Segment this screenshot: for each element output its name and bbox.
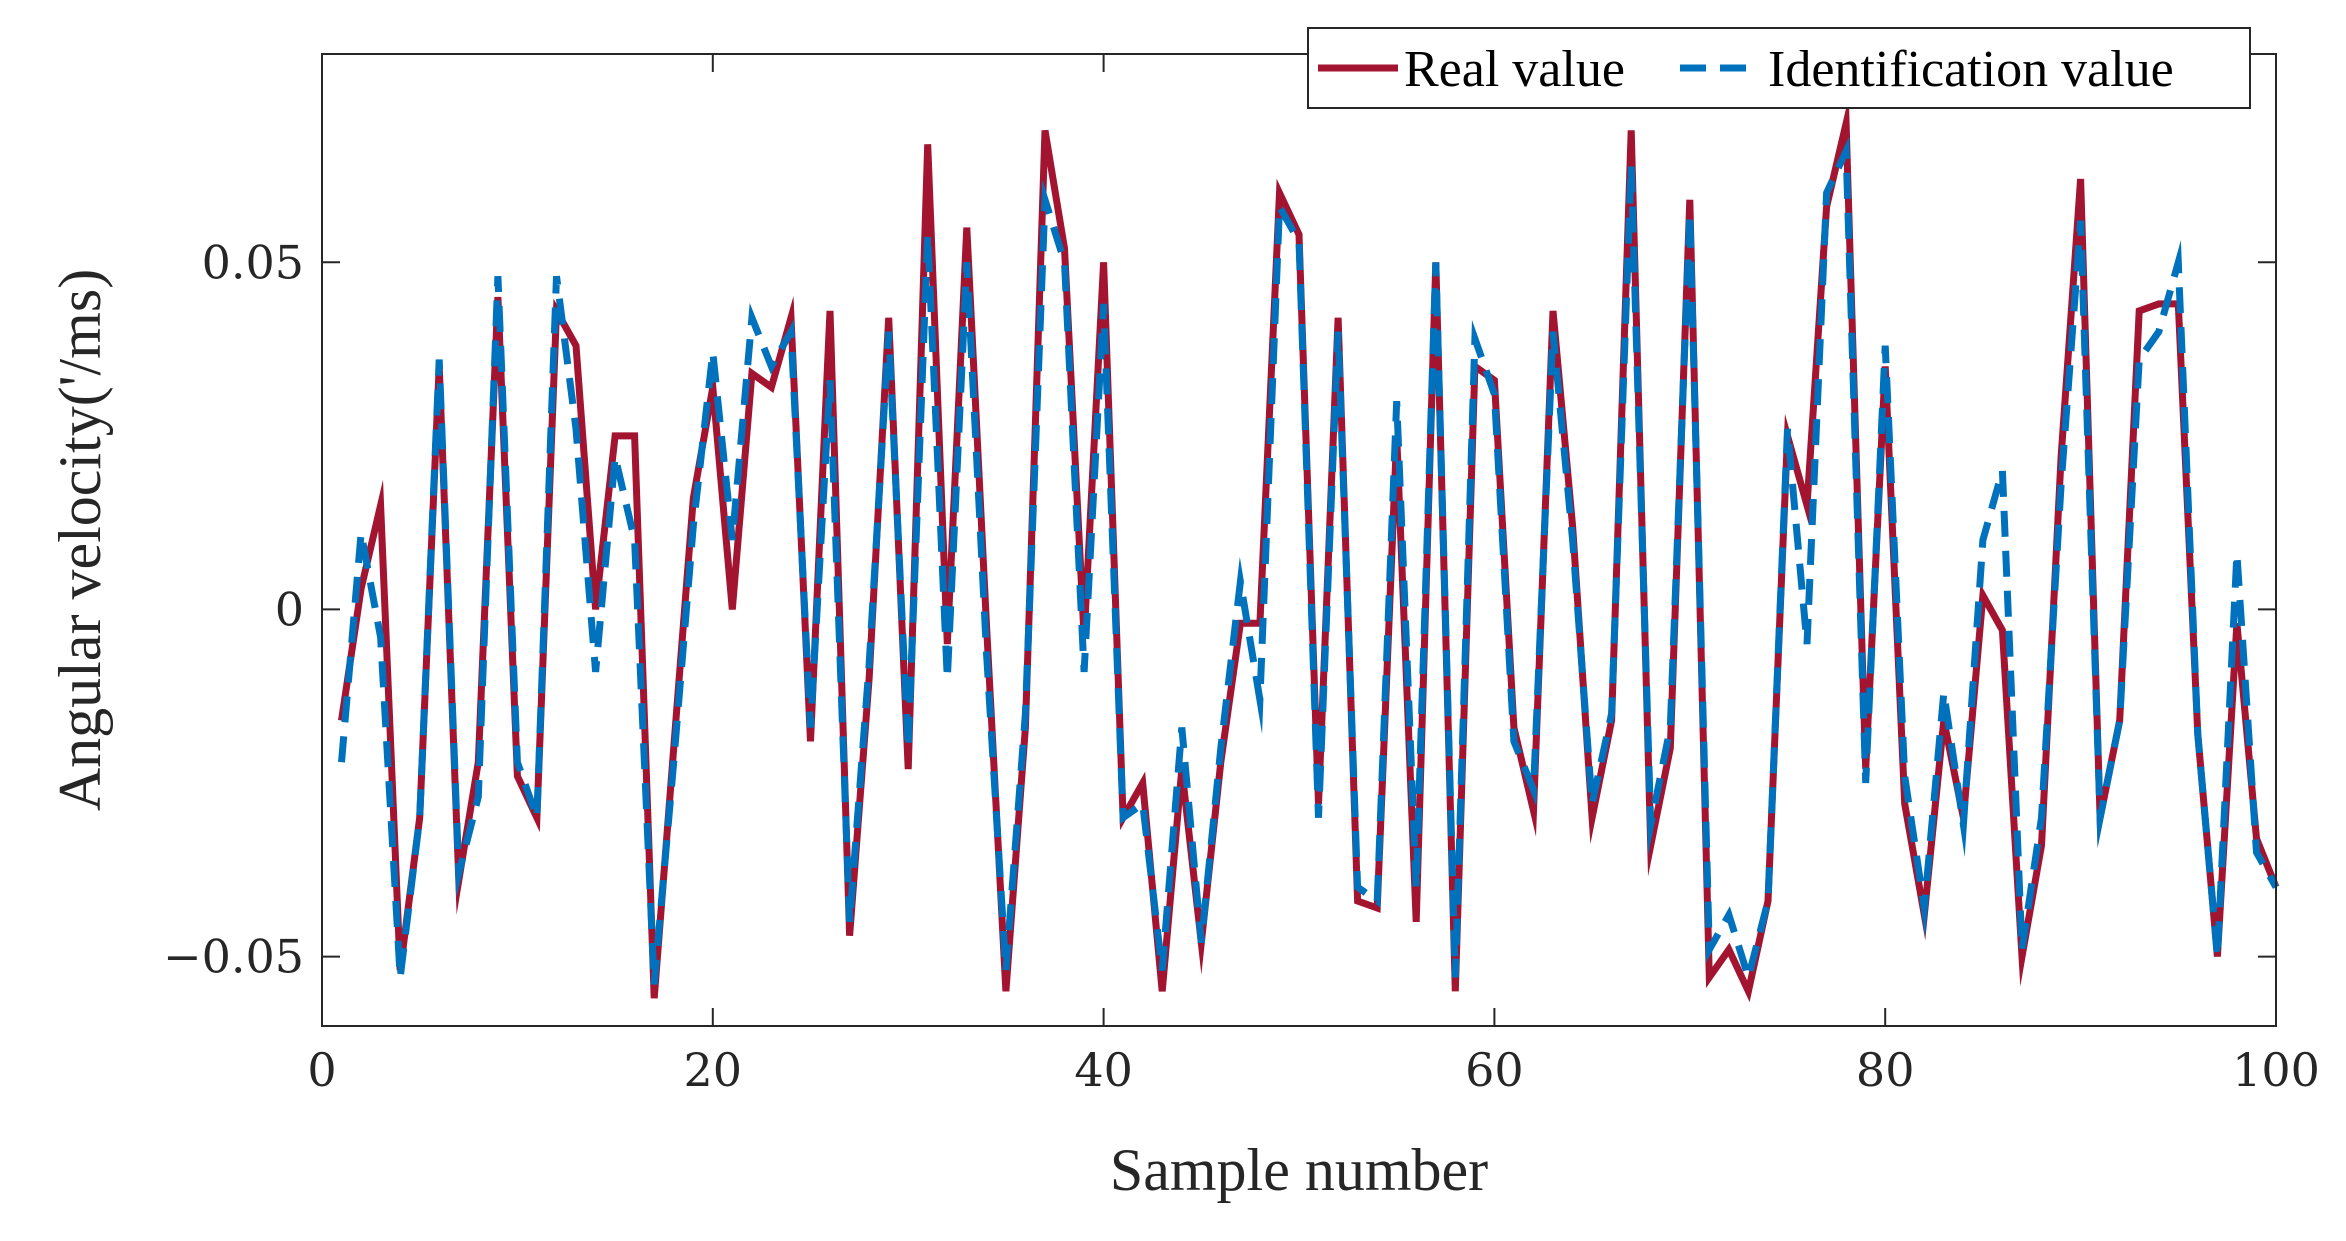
plot-frame bbox=[321, 53, 2277, 1027]
legend-label-real: Real value bbox=[1404, 41, 1625, 98]
x-tick-label: 40 bbox=[1074, 1043, 1133, 1097]
legend-label-identification: Identification value bbox=[1768, 41, 2174, 98]
x-axis-label: Sample number bbox=[1110, 1137, 1488, 1203]
x-tick-label: 80 bbox=[1856, 1043, 1915, 1097]
y-axis-label: Angular velocity('/ms) bbox=[47, 269, 113, 811]
y-tick-label: −0.05 bbox=[163, 930, 304, 984]
x-tick-label: 60 bbox=[1465, 1043, 1524, 1097]
x-tick-label: 100 bbox=[2232, 1043, 2320, 1097]
legend-box bbox=[1307, 27, 2251, 109]
legend: Real value Identification value bbox=[1307, 27, 2251, 109]
tick-labels-layer: 0 20 40 60 80 100 −0.05 0 0.05 bbox=[163, 235, 2320, 1097]
x-tick-label: 0 bbox=[307, 1043, 336, 1097]
series-line-identification-value bbox=[338, 136, 2280, 991]
y-tick-label: 0.05 bbox=[202, 235, 304, 289]
series-layer bbox=[338, 96, 2280, 1003]
x-tick-label: 20 bbox=[684, 1043, 743, 1097]
y-tick-label: 0 bbox=[275, 582, 304, 636]
